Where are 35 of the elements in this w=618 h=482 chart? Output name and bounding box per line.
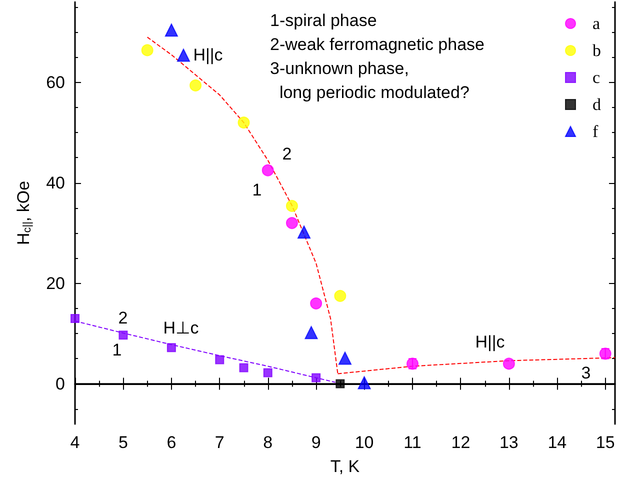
x-tick-label: 12 [451, 433, 470, 452]
annotation: long periodic modulated? [270, 83, 470, 102]
annotation: 2 [282, 144, 292, 164]
y-tick-label: 0 [56, 374, 65, 394]
x-tick-label: 13 [499, 433, 518, 452]
x-tick-label: 14 [548, 433, 567, 452]
legend-label: b [592, 41, 601, 60]
annotation: 1 [252, 180, 262, 200]
x-axis-title: T, K [330, 457, 360, 476]
legend-label: c [592, 68, 600, 87]
annotation: H||c [193, 46, 224, 64]
annotation: 3 [581, 364, 591, 382]
x-tick-label: 6 [166, 433, 176, 452]
x-tick-label: 9 [311, 433, 321, 452]
legend-label: a [592, 14, 600, 33]
annotation: 1 [112, 340, 122, 360]
y-tick-label: 60 [46, 72, 65, 92]
x-tick-label: 7 [214, 433, 224, 452]
y-tick-label: 20 [46, 274, 65, 293]
annotation: H||c [475, 332, 506, 352]
y-tick-label: 40 [46, 173, 65, 192]
y-axis-title: Hc||, kOe [14, 180, 34, 246]
x-tick-label: 8 [263, 433, 273, 452]
x-tick-label: 10 [354, 433, 374, 452]
annotation: 2-weak ferromagnetic phase [270, 35, 485, 54]
annotation: H⊥c [163, 318, 200, 338]
x-tick-label: 15 [596, 433, 615, 452]
legend-label: f [592, 122, 598, 141]
annotation: 2 [118, 308, 128, 328]
annotation: 3-unknown phase, [270, 59, 409, 78]
annotation: 1-spiral phase [270, 11, 377, 30]
legend-label: d [592, 95, 602, 114]
x-tick-label: 5 [118, 433, 128, 452]
x-tick-label: 4 [70, 433, 80, 452]
x-tick-label: 11 [404, 433, 422, 452]
